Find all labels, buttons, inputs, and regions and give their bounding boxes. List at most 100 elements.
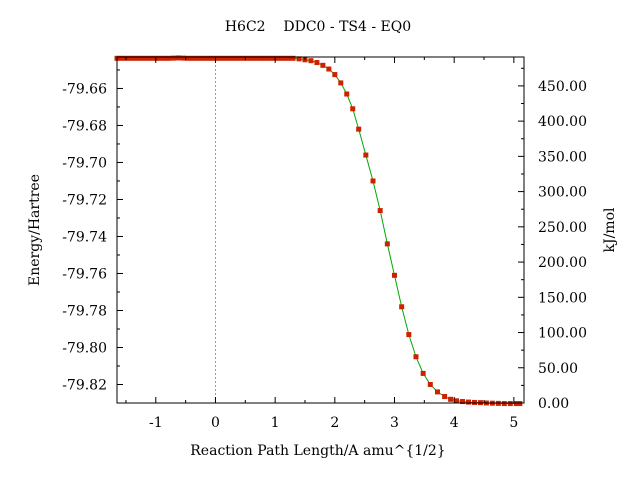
data-point-marker [285, 55, 291, 61]
left-tick-label: -79.80 [62, 340, 107, 356]
data-point-marker [350, 106, 356, 112]
right-tick-label: 350.00 [538, 149, 587, 165]
data-point-marker [413, 354, 419, 360]
data-point-marker [209, 55, 215, 61]
left-tick-label: -79.72 [62, 192, 107, 208]
data-point-marker [517, 401, 523, 407]
plot-background [117, 57, 524, 403]
data-point-marker [501, 401, 507, 407]
data-point-marker [137, 55, 143, 61]
data-point-marker [377, 208, 383, 214]
data-point-marker [218, 55, 224, 61]
data-point-marker [356, 126, 362, 132]
data-point-marker [223, 55, 229, 61]
x-tick-label: -1 [149, 415, 163, 431]
data-point-marker [276, 55, 282, 61]
data-point-marker [175, 55, 181, 61]
left-tick-label: -79.68 [62, 118, 107, 134]
right-tick-label: 450.00 [538, 79, 587, 95]
left-tick-label: -79.66 [62, 81, 107, 97]
data-point-marker [363, 152, 369, 158]
right-tick-label: 150.00 [538, 290, 587, 306]
x-axis-ticks: -1 0 1 2 3 4 5 [125, 57, 518, 431]
left-tick-label: -79.82 [62, 377, 107, 393]
data-point-marker [238, 55, 244, 61]
x-tick-label: 2 [330, 415, 339, 431]
x-tick-label: 1 [271, 415, 280, 431]
right-tick-label: 250.00 [538, 220, 587, 236]
data-point-marker [214, 55, 220, 61]
left-tick-label: -79.76 [62, 266, 107, 282]
data-point-marker [142, 55, 148, 61]
right-tick-label: 200.00 [538, 255, 587, 271]
data-point-marker [128, 55, 134, 61]
data-point-marker [448, 396, 454, 402]
data-point-marker [308, 58, 314, 64]
chart-title: H6C2 DDC0 - TS4 - EQ0 [225, 19, 411, 35]
data-point-marker [147, 55, 153, 61]
data-point-marker [314, 60, 320, 66]
x-tick-label: 5 [509, 415, 518, 431]
data-point-marker [171, 55, 177, 61]
data-point-marker [199, 55, 205, 61]
data-point-marker [466, 399, 471, 405]
data-point-marker [454, 398, 460, 404]
x-tick-label: 0 [211, 415, 220, 431]
data-point-marker [261, 55, 267, 61]
left-tick-label: -79.70 [62, 155, 107, 171]
data-point-marker [161, 55, 167, 61]
right-tick-label: 50.00 [538, 361, 578, 377]
plot-frame [116, 56, 525, 404]
left-axis-ticks: -79.66 -79.68 -79.70 -79.72 -79.74 -79.76 -79.… [62, 69, 123, 404]
right-axis-ticks: 0.00 50.00 100.00 150.00 200.00 250.00 300.00 3… [518, 67, 587, 412]
data-point-marker [266, 55, 272, 61]
data-point-marker [252, 55, 258, 61]
data-point-marker [133, 55, 138, 61]
data-point-marker [152, 55, 158, 61]
left-axis-label: Energy/Hartree [27, 174, 43, 286]
data-point-marker [296, 56, 302, 62]
data-point-marker [370, 178, 376, 184]
x-tick-label: 4 [450, 415, 459, 431]
x-tick-label: 3 [390, 415, 399, 431]
data-point-marker [195, 55, 201, 61]
data-point-marker [281, 55, 286, 61]
right-tick-label: 0.00 [538, 396, 569, 412]
data-point-marker [434, 389, 440, 395]
data-point-marker [166, 55, 172, 61]
data-point-marker [471, 399, 477, 405]
data-point-marker [180, 55, 186, 61]
right-axis-label: kJ/mol [602, 207, 618, 253]
data-point-marker [392, 272, 397, 278]
data-point-marker [460, 399, 466, 405]
data-point-marker [384, 241, 390, 247]
data-point-marker [332, 72, 338, 78]
data-point-marker [233, 55, 239, 61]
left-tick-label: -79.78 [62, 303, 107, 319]
right-tick-label: 400.00 [538, 114, 587, 130]
left-tick-label: -79.74 [62, 229, 107, 245]
data-point-marker [185, 55, 191, 61]
right-tick-label: 100.00 [538, 326, 587, 342]
data-point-marker [399, 304, 405, 310]
data-point-marker [427, 381, 433, 387]
data-point-marker [442, 394, 448, 400]
data-point-marker [406, 332, 412, 338]
data-point-marker [204, 55, 210, 61]
plot-border [116, 56, 525, 404]
data-point-marker [320, 62, 326, 68]
data-point-marker [190, 55, 196, 61]
data-point-marker [271, 55, 277, 61]
data-point-marker [326, 66, 332, 72]
data-point-marker [257, 55, 263, 61]
data-point-marker [420, 370, 426, 376]
data-point-marker [290, 55, 296, 61]
data-point-marker [513, 401, 519, 407]
data-point-marker [228, 55, 234, 61]
data-point-marker [507, 401, 513, 407]
data-point-marker [156, 55, 162, 61]
data-point-marker [344, 91, 350, 97]
x-axis-label: Reaction Path Length/A amu^{1/2} [190, 443, 445, 459]
data-point-marker [338, 80, 344, 86]
